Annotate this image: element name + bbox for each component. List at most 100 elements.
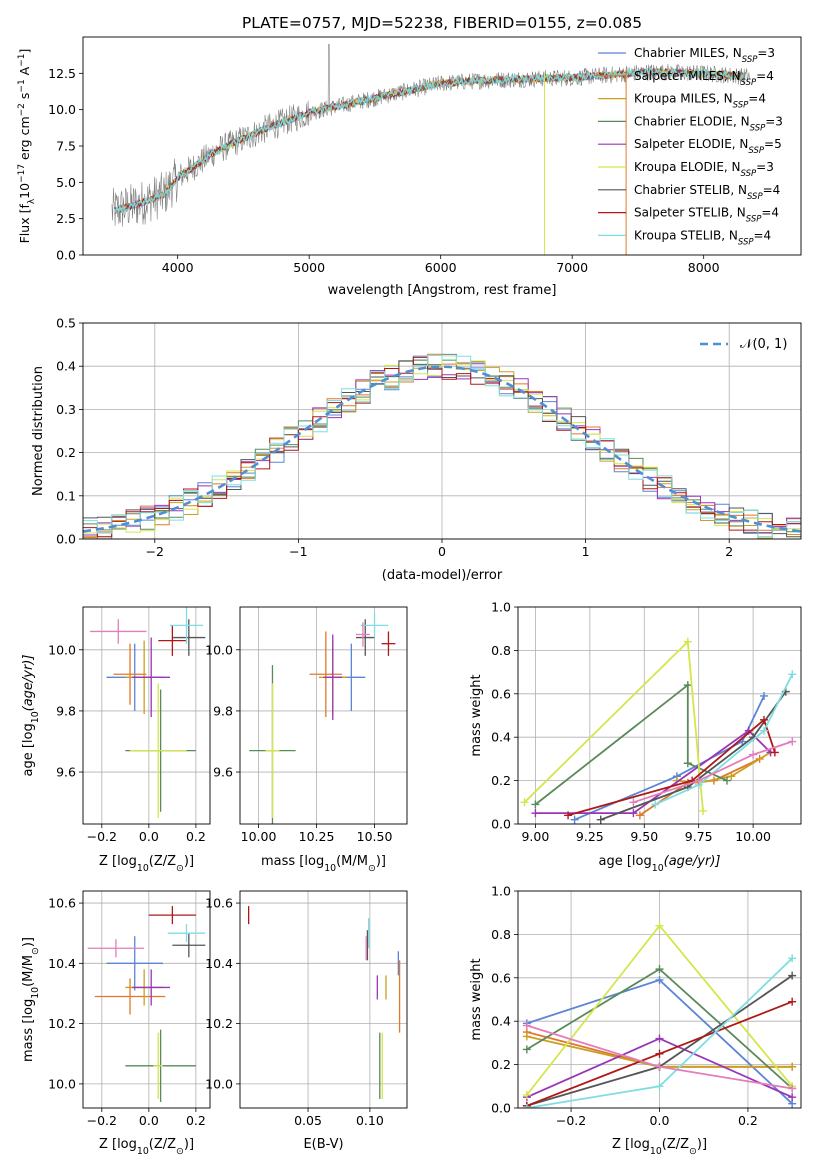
x-axis-label-6: E(B-V) (303, 1137, 343, 1152)
errorbars-2 (90, 607, 206, 818)
errorbar-point (106, 936, 163, 991)
x-axis-label-7: Z [log10(Z/Z⊙)] (612, 1137, 707, 1157)
y-tick-label: 5.0 (56, 175, 76, 190)
y-axis-label-2: age [log10(age/yr)] (21, 655, 41, 777)
errorbars-6 (248, 906, 401, 1099)
x-tick-label: 0.0 (650, 1113, 670, 1128)
gaussian-curve (83, 365, 801, 533)
mass-weight-series-7 (567, 718, 776, 817)
plot-frame-2 (82, 606, 211, 825)
y-tick-label: 10.2 (205, 1016, 233, 1031)
errorbar-point (167, 924, 206, 943)
x-tick-label: 6000 (425, 260, 457, 275)
x-tick-label: −0.2 (556, 1113, 586, 1128)
y-tick-label: 10.6 (48, 896, 76, 911)
y-tick-label: 0.8 (491, 927, 511, 942)
plus-marker (596, 815, 605, 824)
errorbar-point (355, 622, 370, 647)
axes-4: 9.00 9.25 9.50 9.75 10.00 0.0 0.2 0.4 0.6 0.8 1.0 (491, 600, 801, 844)
legend-label: Chabrier STELIB, NSSP=4 (634, 183, 780, 202)
plus-marker (788, 954, 797, 963)
y-tick-label: 10.0 (48, 1076, 76, 1091)
mass-weight-series-8 (654, 673, 794, 806)
plot-frame-1 (82, 322, 802, 540)
y-tick-label: 9.8 (56, 703, 76, 718)
plus-marker (788, 670, 797, 679)
y-tick-label: 0.0 (491, 1101, 511, 1116)
plot-frame-6 (239, 890, 408, 1109)
plus-marker (520, 798, 529, 807)
x-tick-label: 5000 (293, 260, 325, 275)
mass-weight-series-6 (600, 691, 787, 821)
y-tick-label: 0.1 (56, 488, 76, 503)
spectrum-model-8 (114, 66, 744, 214)
legend-label: Kroupa MILES, NSSP=4 (634, 92, 766, 111)
axes-0: 4000 5000 6000 7000 8000 0.0 2.5 5.0 7.5 10.0 12.5 (48, 66, 719, 275)
x-axis-label-5: Z [log10(Z/Z⊙)] (99, 1137, 194, 1157)
x-tick-label: 8000 (688, 260, 720, 275)
mass-weight-lines-4 (520, 637, 797, 824)
plus-marker (531, 809, 540, 818)
axes-5: −0.2 0.0 0.2 10.0 10.2 10.4 10.6 (48, 891, 210, 1128)
plus-marker (683, 637, 692, 646)
axes-2: −0.2 0.0 0.2 9.6 9.8 10.0 (48, 607, 210, 844)
x-tick-label: 0.2 (186, 1113, 206, 1128)
histogram-steps (83, 353, 801, 539)
plus-marker (683, 681, 692, 690)
plus-marker (522, 1104, 531, 1108)
y-tick-label: 0.0 (56, 248, 76, 263)
y-tick-label: 0.0 (56, 532, 76, 547)
y-tick-label: 10.0 (205, 1076, 233, 1091)
x-tick-label: 9.50 (630, 829, 658, 844)
errorbar-point (170, 607, 203, 644)
plot-frame-4 (517, 606, 802, 825)
plot-frame-5 (82, 890, 211, 1109)
axes-1: −2 −1 0 1 2 0.0 0.1 0.2 0.3 0.4 0.5 (56, 316, 801, 559)
y-tick-label: 10.4 (48, 956, 76, 971)
x-tick-label: 4000 (162, 260, 194, 275)
x-tick-label: 0.2 (738, 1113, 758, 1128)
x-tick-label: 9.00 (521, 829, 549, 844)
plus-marker (570, 815, 579, 824)
plus-marker (651, 800, 660, 809)
plus-marker (788, 1084, 797, 1093)
plus-marker (759, 715, 768, 724)
y-tick-label: 10.0 (48, 102, 76, 117)
plus-marker (694, 776, 703, 785)
x-axis-label-2: Z [log10(Z/Z⊙)] (99, 854, 194, 874)
x-tick-label: −0.2 (87, 829, 117, 844)
y-axis-label-histogram: Normed distribution (31, 366, 46, 496)
plus-marker (727, 772, 736, 781)
x-axis-label-spectrum: wavelength [Angstrom, rest frame] (328, 283, 557, 298)
plus-marker (655, 975, 664, 984)
plus-marker (629, 809, 638, 818)
legend-label: Kroupa ELODIE, NSSP=3 (634, 160, 774, 179)
plus-marker (522, 1045, 531, 1054)
plus-marker (788, 737, 797, 746)
errorbar-point (132, 637, 171, 718)
plus-marker (564, 811, 573, 820)
plus-marker (522, 1021, 531, 1030)
x-tick-label: 0.0 (139, 1113, 159, 1128)
y-tick-label: 0.2 (491, 1057, 511, 1072)
plus-marker (759, 726, 768, 735)
spectrum-lines (111, 44, 750, 255)
y-axis-label-4: mass weight (469, 674, 484, 756)
errorbar-point (265, 683, 280, 818)
x-tick-label: 9.75 (685, 829, 713, 844)
y-tick-label: 10.0 (205, 642, 233, 657)
mass-weight-series-9 (633, 740, 793, 804)
plus-marker (655, 965, 664, 974)
errorbar-point (94, 978, 166, 1015)
plus-marker (635, 811, 644, 820)
y-tick-label: 10.2 (48, 1016, 76, 1031)
errorbar-point (381, 631, 396, 656)
plus-marker (655, 1049, 664, 1058)
y-tick-label: 9.6 (213, 765, 233, 780)
plot-frame-3 (239, 606, 408, 825)
x-tick-label: −2 (146, 544, 164, 559)
histogram-series-8 (83, 355, 801, 539)
y-axis-label-7: mass weight (469, 958, 484, 1040)
errorbar-point (153, 1032, 163, 1099)
plus-marker (722, 776, 731, 785)
